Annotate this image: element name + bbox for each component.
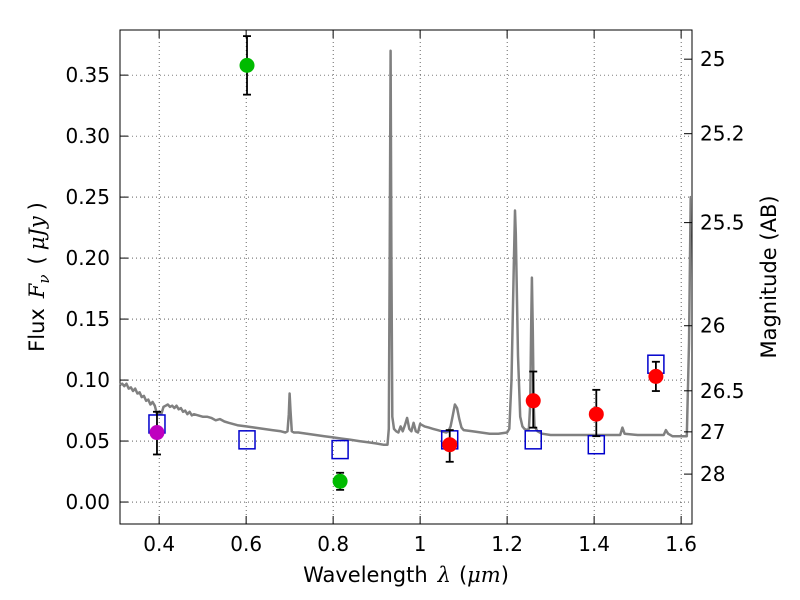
y2-tick-label: 25 xyxy=(700,47,725,71)
y-tick-label: 0.05 xyxy=(65,429,110,453)
model-photometry-square xyxy=(587,434,606,455)
model-photometry-square xyxy=(331,439,349,460)
y2-axis-label: Magnitude (AB) xyxy=(757,195,781,358)
y2-tick-label: 27 xyxy=(700,420,725,444)
observed-point xyxy=(525,393,541,409)
plot-area xyxy=(119,29,693,525)
observed-point xyxy=(332,473,348,489)
model-photometry-square xyxy=(238,430,256,450)
x-tick-label: 0.6 xyxy=(230,532,262,556)
grid xyxy=(120,30,692,524)
observed-point xyxy=(648,368,664,384)
y-tick-label: 0.15 xyxy=(65,307,110,331)
x-axis-label: Wavelength λ (μm) xyxy=(303,563,509,587)
y2-tick-label: 25.5 xyxy=(700,211,745,235)
y-tick-label: 0.25 xyxy=(65,185,110,209)
model-photometry-square xyxy=(524,430,542,450)
plot-frame xyxy=(119,29,693,525)
y2-tick-label: 26.5 xyxy=(700,379,745,403)
observed-point xyxy=(588,406,604,422)
y-tick-label: 0.35 xyxy=(65,63,110,87)
x-tick-label: 1.4 xyxy=(578,532,610,556)
y-tick-label: 0.20 xyxy=(65,246,110,270)
series-layer xyxy=(119,35,692,491)
y2-tick-label: 25.2 xyxy=(700,122,745,146)
y-axis-label: FluxFν(μJy) xyxy=(25,202,53,352)
x-tick-label: 1 xyxy=(414,532,427,556)
ticks-layer: 0.4 0.6 0.8 1 1.2 1.4 1.6 0.00 0.05 0.10 0.15 0.20 0… xyxy=(65,30,745,556)
x-tick-label: 0.8 xyxy=(317,532,349,556)
y-tick-label: 0.00 xyxy=(65,490,110,514)
model-sed-line xyxy=(119,49,692,446)
y-tick-label: 0.30 xyxy=(65,124,110,148)
x-tick-label: 0.4 xyxy=(143,532,175,556)
observed-point xyxy=(239,57,255,73)
y2-tick-label: 28 xyxy=(700,462,725,486)
x-tick-label: 1.2 xyxy=(491,532,523,556)
observed-point xyxy=(442,437,458,453)
observed-point xyxy=(149,425,165,441)
y2-tick-label: 26 xyxy=(700,314,725,338)
x-tick-label: 1.6 xyxy=(665,532,697,556)
y-tick-label: 0.10 xyxy=(65,368,110,392)
